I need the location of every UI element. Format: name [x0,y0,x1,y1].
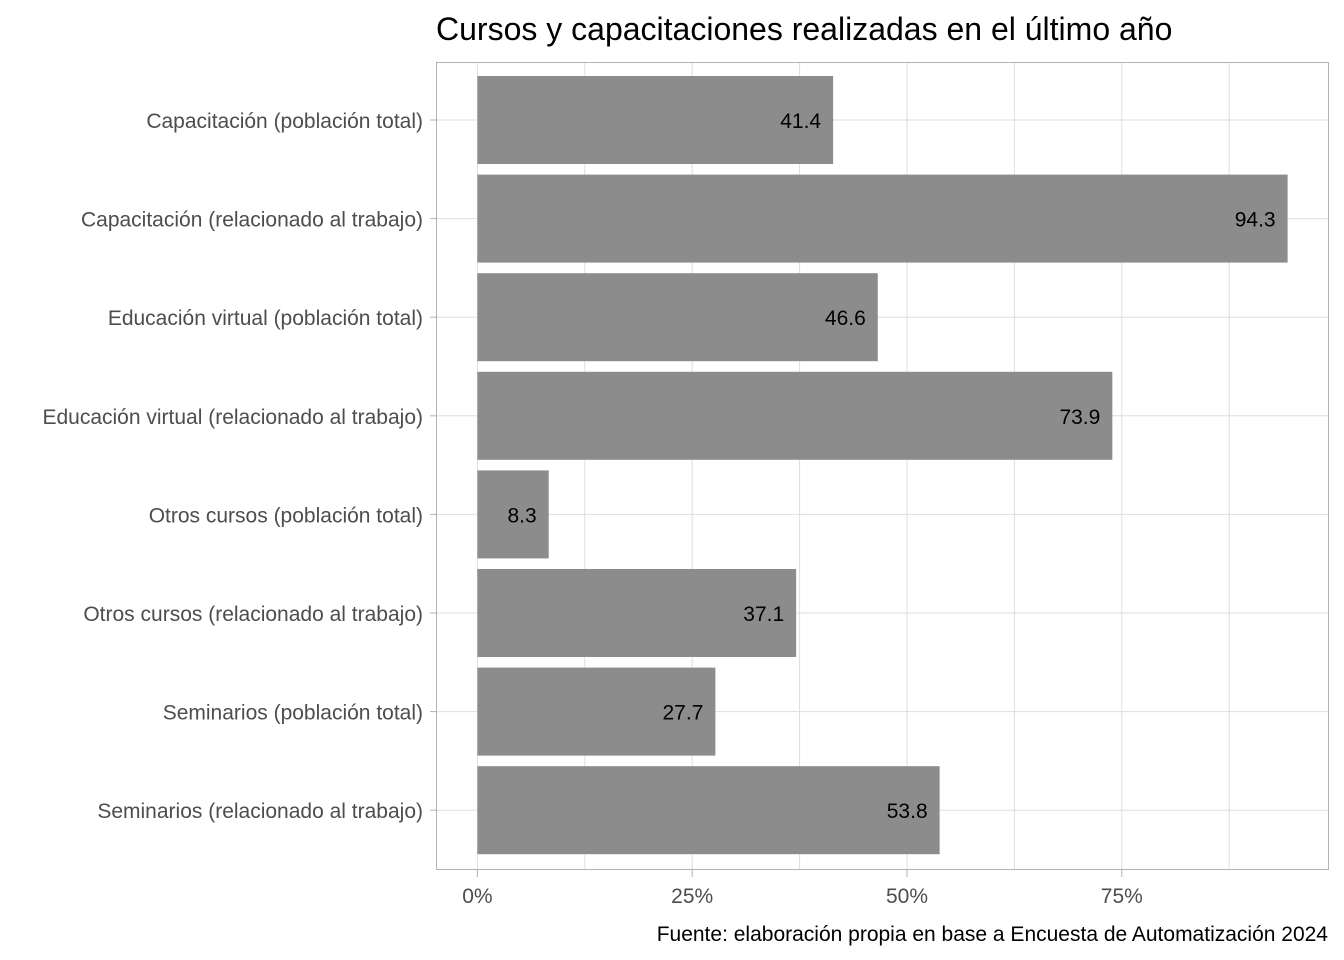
value-labels: 41.4 94.3 46.6 73.9 8.3 37.1 27.7 53.8 [507,110,1275,823]
bar-value-label: 37.1 [743,603,784,626]
panel-border [436,62,1329,870]
category-label: Capacitación (población total) [146,110,423,133]
bar [477,766,940,855]
category-label: Seminarios (relacionado al trabajo) [97,800,423,823]
x-tick-label: 75% [1101,885,1143,908]
bar [477,667,716,756]
category-labels: Capacitación (población total) Capacitaci… [42,110,437,823]
category-label: Educación virtual (población total) [108,307,423,330]
x-tick-label: 0% [462,885,492,908]
x-axis-tick-labels: 0% 25% 50% 75% [462,870,1143,908]
bar-value-label: 41.4 [780,110,821,133]
bar [477,273,878,362]
bar [477,174,1288,263]
bars [477,76,1288,855]
category-label: Otros cursos (relacionado al trabajo) [83,603,423,626]
bar-value-label: 53.8 [887,800,928,823]
category-label: Educación virtual (relacionado al trabaj… [42,406,423,429]
bar [477,371,1113,460]
x-tick-label: 50% [886,885,928,908]
bar-value-label: 27.7 [663,702,704,725]
category-label: Seminarios (población total) [163,702,423,725]
bar-value-label: 94.3 [1235,209,1276,232]
category-label: Capacitación (relacionado al trabajo) [81,209,423,232]
chart-title: Cursos y capacitaciones realizadas en el… [436,11,1172,47]
bar [477,569,797,657]
bar-value-label: 46.6 [825,307,866,330]
x-tick-label: 25% [671,885,713,908]
bar-value-label: 8.3 [507,504,536,527]
chart-caption: Fuente: elaboración propia en base a Enc… [657,923,1329,946]
category-label: Otros cursos (población total) [149,504,423,527]
bar [477,470,549,559]
bar [477,76,834,164]
bar-value-label: 73.9 [1059,406,1100,429]
